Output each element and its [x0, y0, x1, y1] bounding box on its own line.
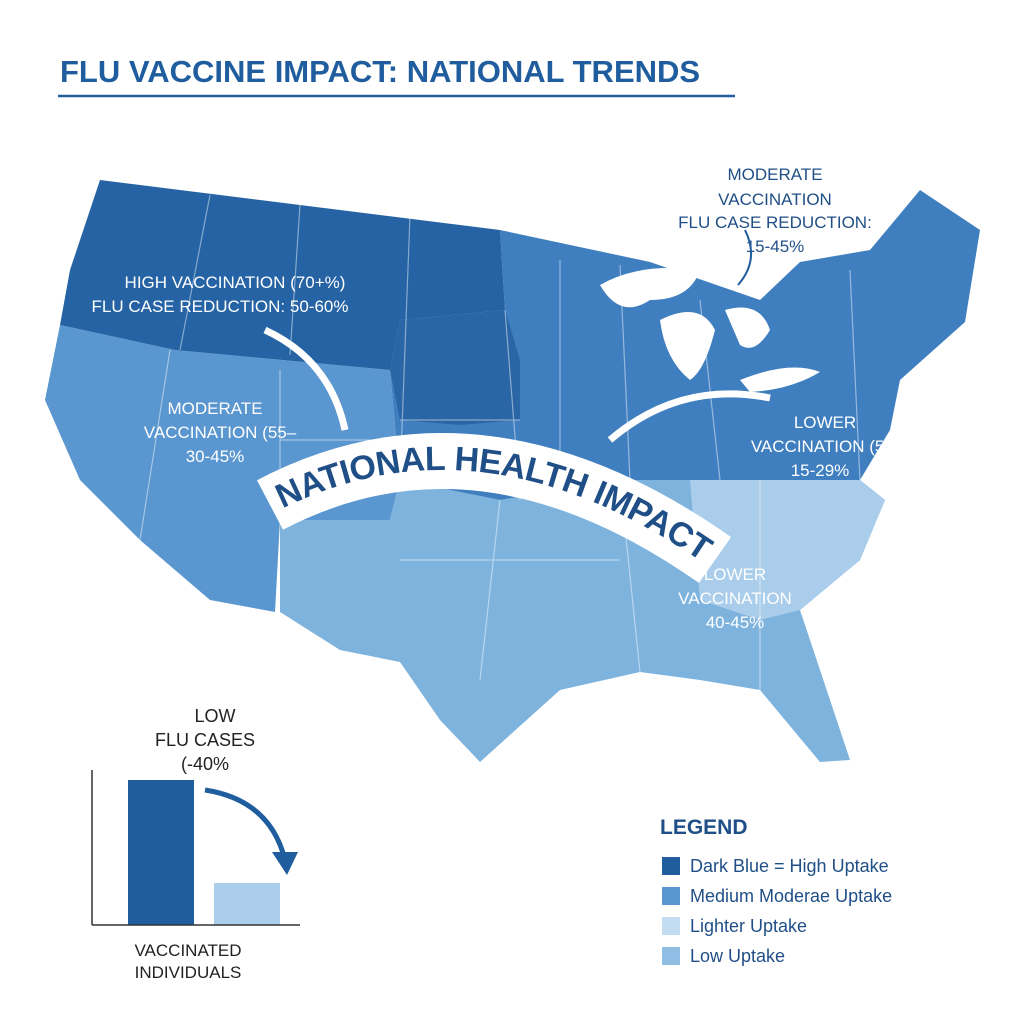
region-southeast — [690, 480, 885, 620]
mini-label: FLU CASES — [155, 730, 255, 750]
legend: Dark Blue = High Uptake Medium Moderae Up… — [662, 856, 892, 966]
legend-swatch — [662, 887, 680, 905]
banner — [257, 433, 732, 583]
mini-caption: VACCINATED — [134, 941, 241, 960]
region-plains — [390, 310, 520, 425]
arrows — [263, 229, 771, 443]
legend-label: Lighter Uptake — [690, 916, 807, 936]
mini-caption: INDIVIDUALS — [135, 963, 242, 982]
annotation: VACCINATION — [678, 589, 792, 608]
annotation: VACCINATION — [718, 190, 832, 209]
mini-bar — [214, 882, 280, 925]
annotation: FLU CASE REDUCTION: — [678, 213, 872, 232]
annotation: MODERATE — [727, 165, 822, 184]
legend-swatch — [662, 917, 680, 935]
great-lakes — [600, 267, 820, 392]
annotation: VACCINATION (50-67%) — [751, 437, 939, 456]
title: FLU VACCINE IMPACT: NATIONAL TRENDS — [60, 54, 700, 89]
annotation: LOWER — [704, 565, 766, 584]
annotation: 15-29% — [791, 461, 850, 480]
arrow — [607, 390, 771, 443]
mini-label: LOW — [194, 706, 235, 726]
legend-swatch — [662, 857, 680, 875]
state-borders — [139, 194, 861, 690]
mini-arrowhead — [272, 852, 298, 875]
legend-swatch — [662, 947, 680, 965]
annotation: FLU CASE REDUCTION: 50-60% — [92, 297, 349, 316]
region-west — [45, 325, 400, 612]
mini-arrow — [204, 787, 288, 861]
annotation: LOWER — [794, 413, 856, 432]
mini-chart — [128, 780, 280, 925]
annotation: VACCINATION (55– — [144, 423, 297, 442]
legend-title: LEGEND — [660, 816, 748, 839]
annotation: 40-45% — [706, 613, 765, 632]
annotation: MODERATE — [167, 399, 262, 418]
mini-bar — [128, 780, 194, 925]
us-map — [45, 180, 980, 762]
legend-label: Low Uptake — [690, 946, 785, 966]
arrow — [263, 326, 349, 431]
annotation: HIGH VACCINATION (70+%) — [125, 273, 346, 292]
mini-label: (-40% — [181, 754, 229, 774]
legend-label: Dark Blue = High Uptake — [690, 856, 889, 876]
region-northwest — [60, 180, 505, 370]
annotation: 15-45% — [746, 237, 805, 256]
legend-label: Medium Moderae Uptake — [690, 886, 892, 906]
annotation: 30-45% — [186, 447, 245, 466]
arrow — [737, 229, 753, 286]
